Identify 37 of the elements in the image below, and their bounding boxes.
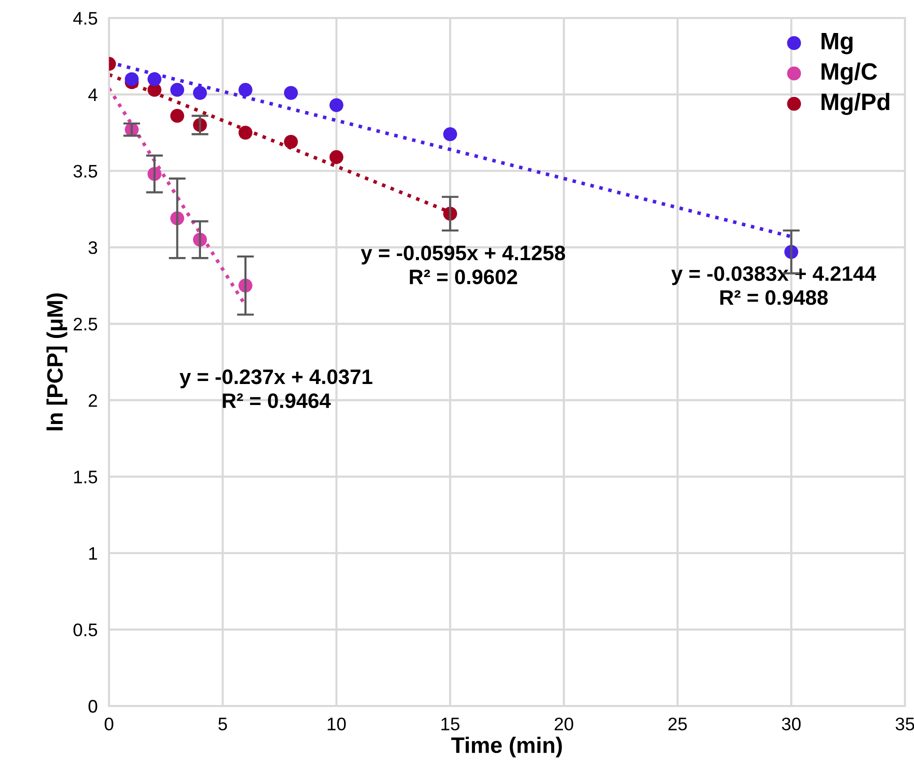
y-tick-label: 0.5 xyxy=(73,623,98,636)
point xyxy=(170,82,184,97)
legend-label: Mg/Pd xyxy=(822,92,890,116)
point xyxy=(170,108,184,123)
annotation: y = -0.237x + 4.0371 R² = 0.9464 xyxy=(180,369,372,408)
point xyxy=(329,150,344,164)
x-tick-label: 35 xyxy=(896,718,914,730)
point xyxy=(148,72,162,86)
y-tick-label: 0 xyxy=(88,700,98,713)
x-tick-label: 30 xyxy=(782,718,801,730)
y-tick-label: 2.5 xyxy=(74,318,98,330)
point xyxy=(238,82,252,97)
y-tick-label: 3.5 xyxy=(73,164,98,178)
y-tick-label: 3 xyxy=(88,241,98,254)
x-tick-label: 0 xyxy=(104,718,114,730)
point xyxy=(124,72,139,86)
x-tick-label: 25 xyxy=(668,718,687,730)
legend-label: Mg xyxy=(822,33,853,54)
y-tick-label: 1.5 xyxy=(74,470,98,484)
y-axis-title: ln [PCP] (μM) xyxy=(46,293,68,430)
y-tick-label: 4 xyxy=(88,88,98,101)
annotation: y = -0.0595x + 4.1258 R² = 0.9602 xyxy=(360,246,566,284)
y-tick-label: 2 xyxy=(88,394,97,407)
x-tick-label: 5 xyxy=(218,718,227,730)
legend-label: Mg/C xyxy=(822,62,878,85)
y-tick-label: 4.5 xyxy=(73,12,98,25)
x-tick-label: 10 xyxy=(328,718,346,730)
y-tick-label: 1 xyxy=(89,547,98,560)
x-tick-label: 20 xyxy=(554,718,574,730)
point xyxy=(329,98,344,112)
point xyxy=(284,86,298,100)
point xyxy=(238,126,252,140)
point xyxy=(284,134,298,149)
x-axis-title: Time (min) xyxy=(451,736,562,758)
point xyxy=(443,127,458,142)
x-tick-label: 15 xyxy=(441,718,460,730)
point xyxy=(193,86,207,100)
